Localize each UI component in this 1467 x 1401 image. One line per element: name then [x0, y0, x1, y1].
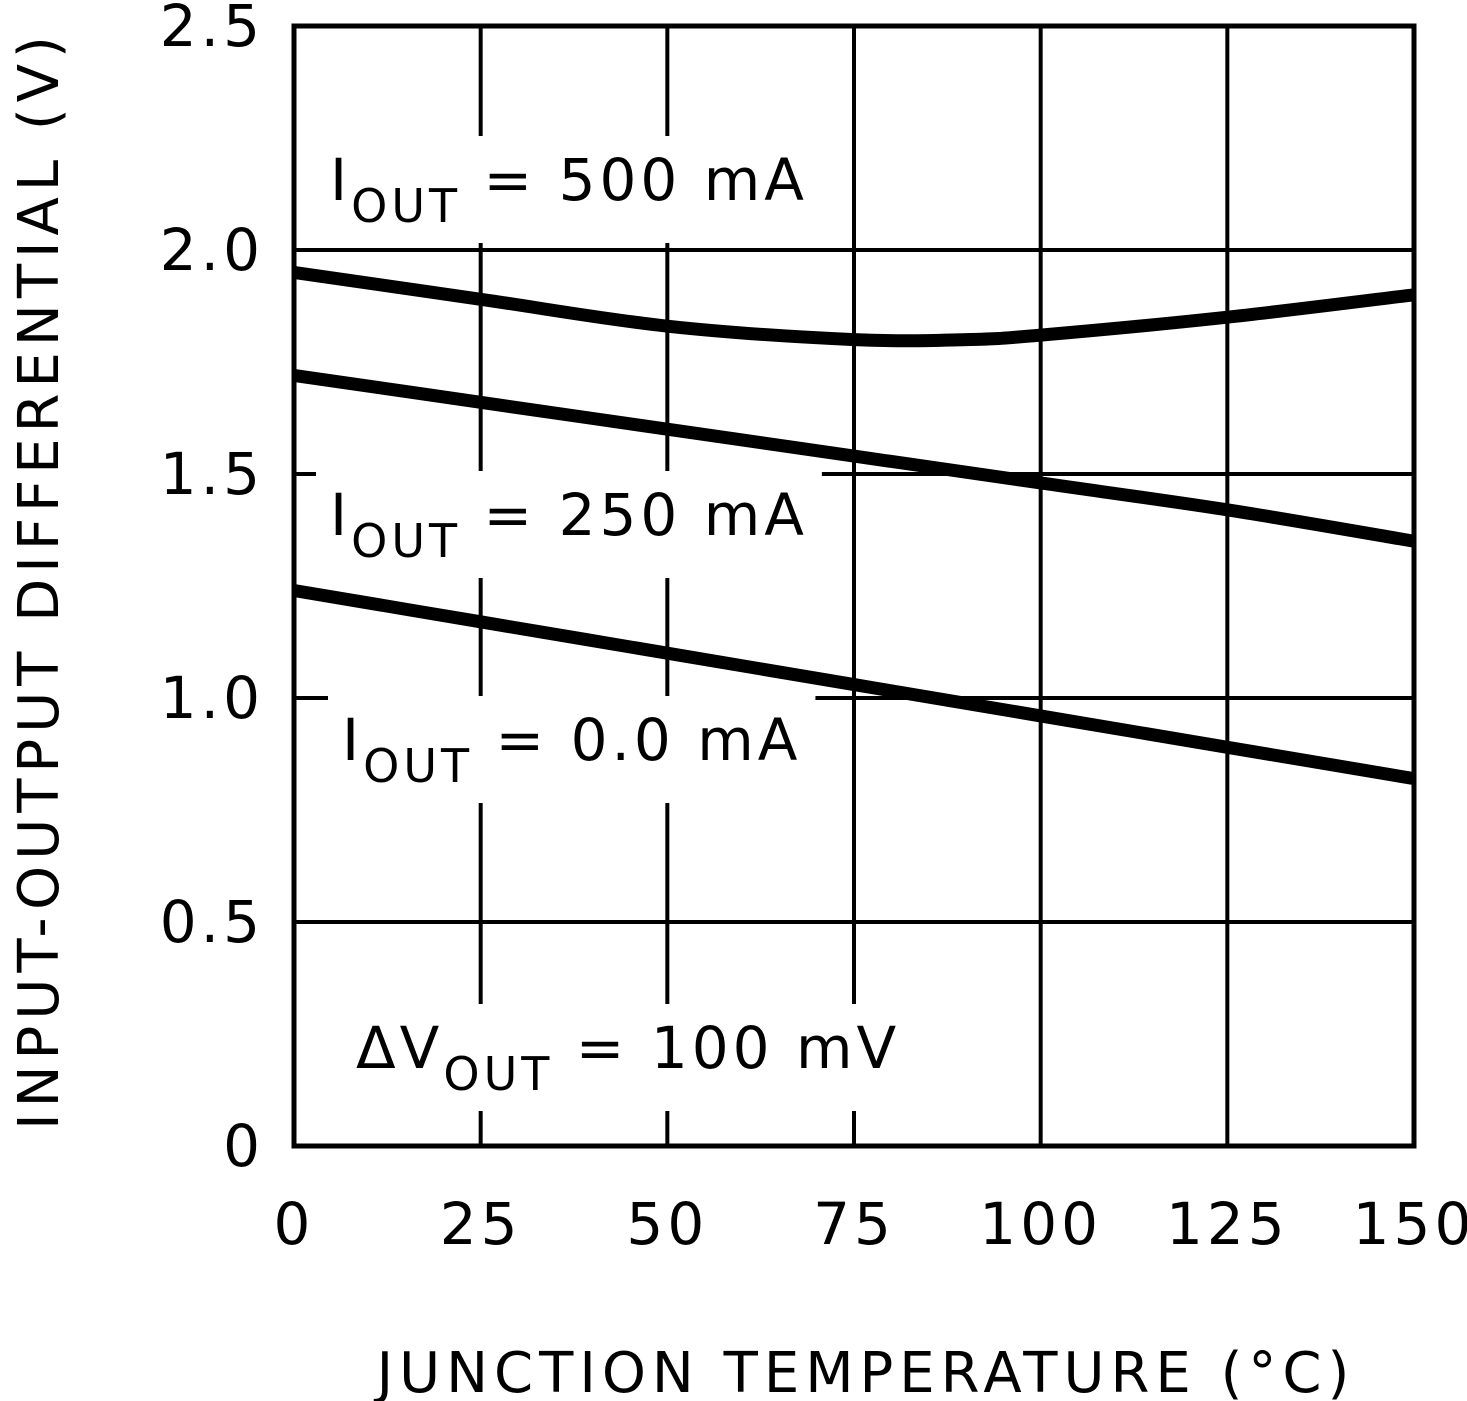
series-line [293, 369, 1416, 548]
x-tick-label: 100 [979, 1190, 1102, 1258]
series-label-background [316, 471, 822, 578]
plot-frame [291, 23, 1417, 1149]
series-line [292, 584, 1416, 786]
y-tick-label: 2.0 [160, 216, 264, 284]
y-tick-label: 0 [223, 1112, 264, 1180]
series-label-background [328, 696, 816, 803]
y-tick-label: 2.5 [160, 0, 264, 60]
x-axis-title: JUNCTION TEMPERATURE (°C) [374, 1341, 1356, 1401]
series-label: IOUT = 500 mA [330, 146, 808, 233]
y-tick-label: 0.5 [160, 888, 264, 956]
x-tick-label: 25 [440, 1190, 522, 1258]
y-tick-label: 1.5 [160, 440, 264, 508]
y-axis-title: INPUT-OUTPUT DIFFERENTIAL (V) [7, 30, 72, 1130]
annotation-background [342, 1004, 915, 1111]
series-label: IOUT = 250 mA [330, 481, 808, 568]
condition-annotation: ΔVOUT = 100 mV [356, 1014, 900, 1101]
series-line [293, 265, 1415, 348]
series-labels: IOUT = 500 mA IOUT = 250 mA IOUT = 0.0 mA [330, 146, 808, 793]
y-tick-label: 1.0 [160, 664, 264, 732]
x-tick-label: 125 [1166, 1190, 1289, 1258]
x-tick-label: 0 [274, 1190, 315, 1258]
x-tick-label: 50 [626, 1190, 708, 1258]
y-tick-labels: 0 0.5 1.0 1.5 2.0 2.5 [160, 0, 264, 1180]
label-backgrounds [316, 136, 915, 1111]
x-tick-label: 150 [1353, 1190, 1467, 1258]
x-tick-labels: 0 25 50 75 100 125 150 [274, 1190, 1467, 1258]
series-label-background [316, 136, 822, 243]
x-tick-label: 75 [813, 1190, 895, 1258]
series-label: IOUT = 0.0 mA [342, 706, 801, 793]
series-lines [292, 265, 1416, 786]
